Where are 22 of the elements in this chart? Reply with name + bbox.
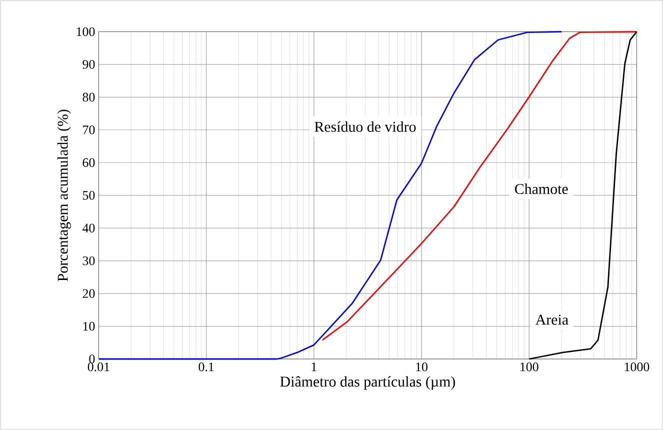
x-tick-label: 10 <box>416 362 428 372</box>
y-tick-label: 0 <box>89 354 95 364</box>
y-tick-label: 40 <box>82 224 95 232</box>
x-tick-label: 100 <box>520 362 538 372</box>
y-tick-label: 50 <box>82 190 95 200</box>
y-tick-label: 10 <box>83 322 95 331</box>
y-tick-label: 60 <box>82 158 95 167</box>
x-tick-label: 1000 <box>624 362 650 372</box>
text: Chamote <box>515 184 568 194</box>
x-axis-title: Diâmetro das partículas (µm) <box>280 376 455 390</box>
y-tick-label: 70 <box>83 126 95 134</box>
x-tick-label: 0.1 <box>198 362 214 372</box>
series-label: Resíduo de vidro <box>314 121 416 132</box>
series-label: Areia <box>535 314 568 325</box>
y-tick-label: 20 <box>82 289 95 298</box>
y-tick-label: 80 <box>82 92 95 102</box>
y-tick-label: 90 <box>82 60 95 69</box>
x-tick-label: 1 <box>312 362 316 372</box>
x-tick-label: 0.01 <box>88 362 110 372</box>
y-tick-label: 30 <box>82 256 95 266</box>
y-axis-title: Porcentagem acumulada (%) <box>57 110 71 282</box>
y-tick-label: 100 <box>76 27 95 36</box>
